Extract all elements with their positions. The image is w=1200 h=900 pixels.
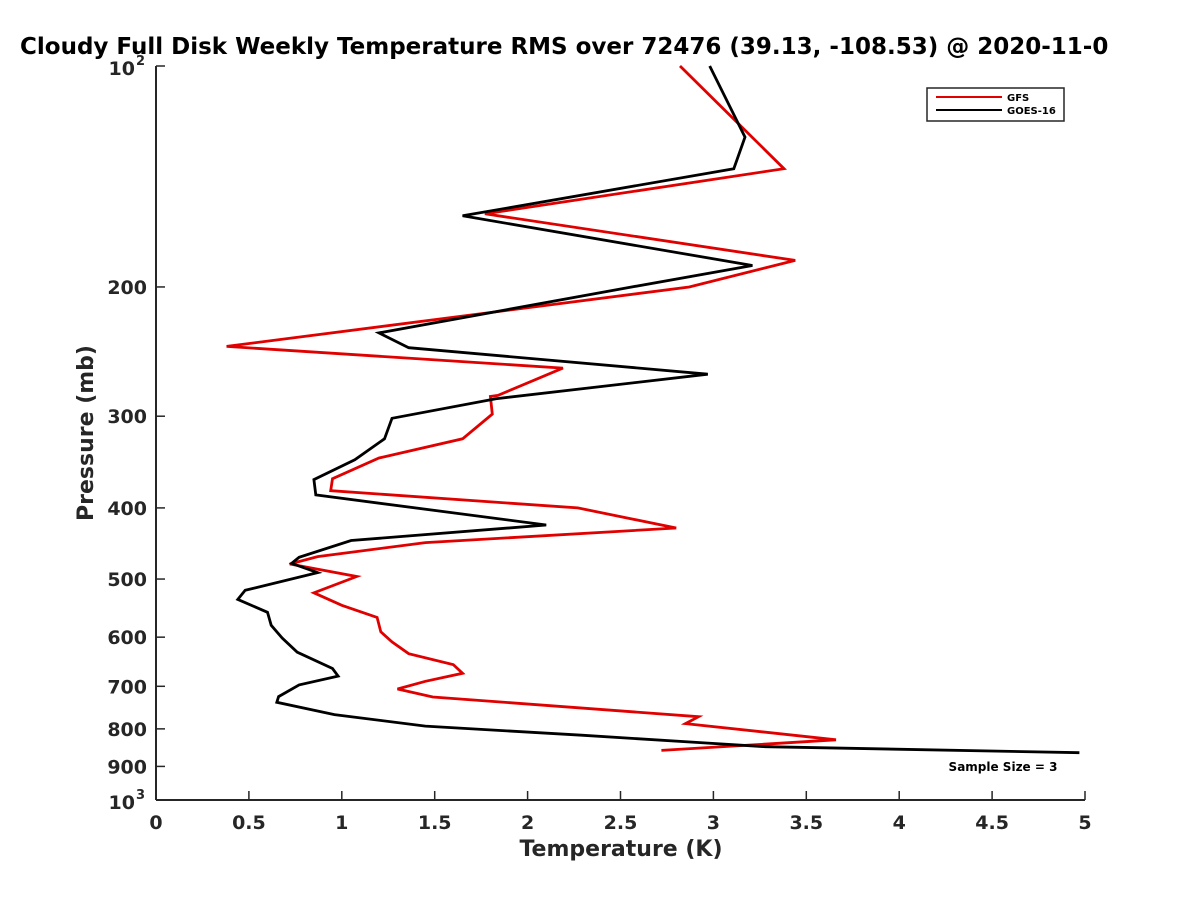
y-tick-label: 10 [109, 792, 135, 814]
axes-layer [155, 66, 1085, 801]
y-tick-label: 800 [107, 719, 147, 741]
legend-entry-goes16: GOES-16 [1007, 106, 1056, 117]
chart-title: Cloudy Full Disk Weekly Temperature RMS … [20, 34, 1108, 60]
x-tick-label: 4 [893, 812, 906, 834]
y-tick-label: 700 [107, 676, 147, 698]
x-axis-label: Temperature (K) [519, 837, 722, 862]
y-axis-label: Pressure (mb) [74, 345, 99, 521]
y-tick-label: 600 [107, 627, 147, 649]
series-line-gfs [226, 65, 837, 752]
series-layer [226, 65, 1080, 755]
x-tick-label: 1.5 [418, 812, 452, 834]
x-tick-label: 3.5 [789, 812, 823, 834]
y-tick-label: 900 [107, 756, 147, 778]
x-ticks: 0 0.5 1 1.5 2 2.5 3 3.5 4 4.5 5 [149, 791, 1092, 834]
y-tick-exponent: 3 [136, 788, 145, 803]
sample-size-annotation: Sample Size = 3 [949, 760, 1058, 774]
x-tick-label: 2.5 [604, 812, 638, 834]
x-tick-label: 0 [149, 812, 162, 834]
y-tick-label: 500 [107, 569, 147, 591]
y-tick-label: 400 [107, 498, 147, 520]
y-tick-exponent: 2 [136, 54, 145, 69]
series-line-goes16 [235, 65, 1080, 755]
x-tick-label: 0.5 [232, 812, 266, 834]
legend-entry-gfs: GFS [1007, 93, 1029, 104]
y-tick-label: 300 [107, 406, 147, 428]
x-tick-label: 4.5 [975, 812, 1009, 834]
legend: GFS GOES-16 [926, 87, 1065, 122]
x-tick-label: 5 [1078, 812, 1091, 834]
y-tick-label: 10 [109, 58, 135, 80]
x-tick-label: 3 [707, 812, 720, 834]
legend-box [926, 87, 1065, 122]
x-tick-label: 2 [521, 812, 534, 834]
x-tick-label: 1 [335, 812, 348, 834]
y-tick-label: 200 [107, 277, 147, 299]
